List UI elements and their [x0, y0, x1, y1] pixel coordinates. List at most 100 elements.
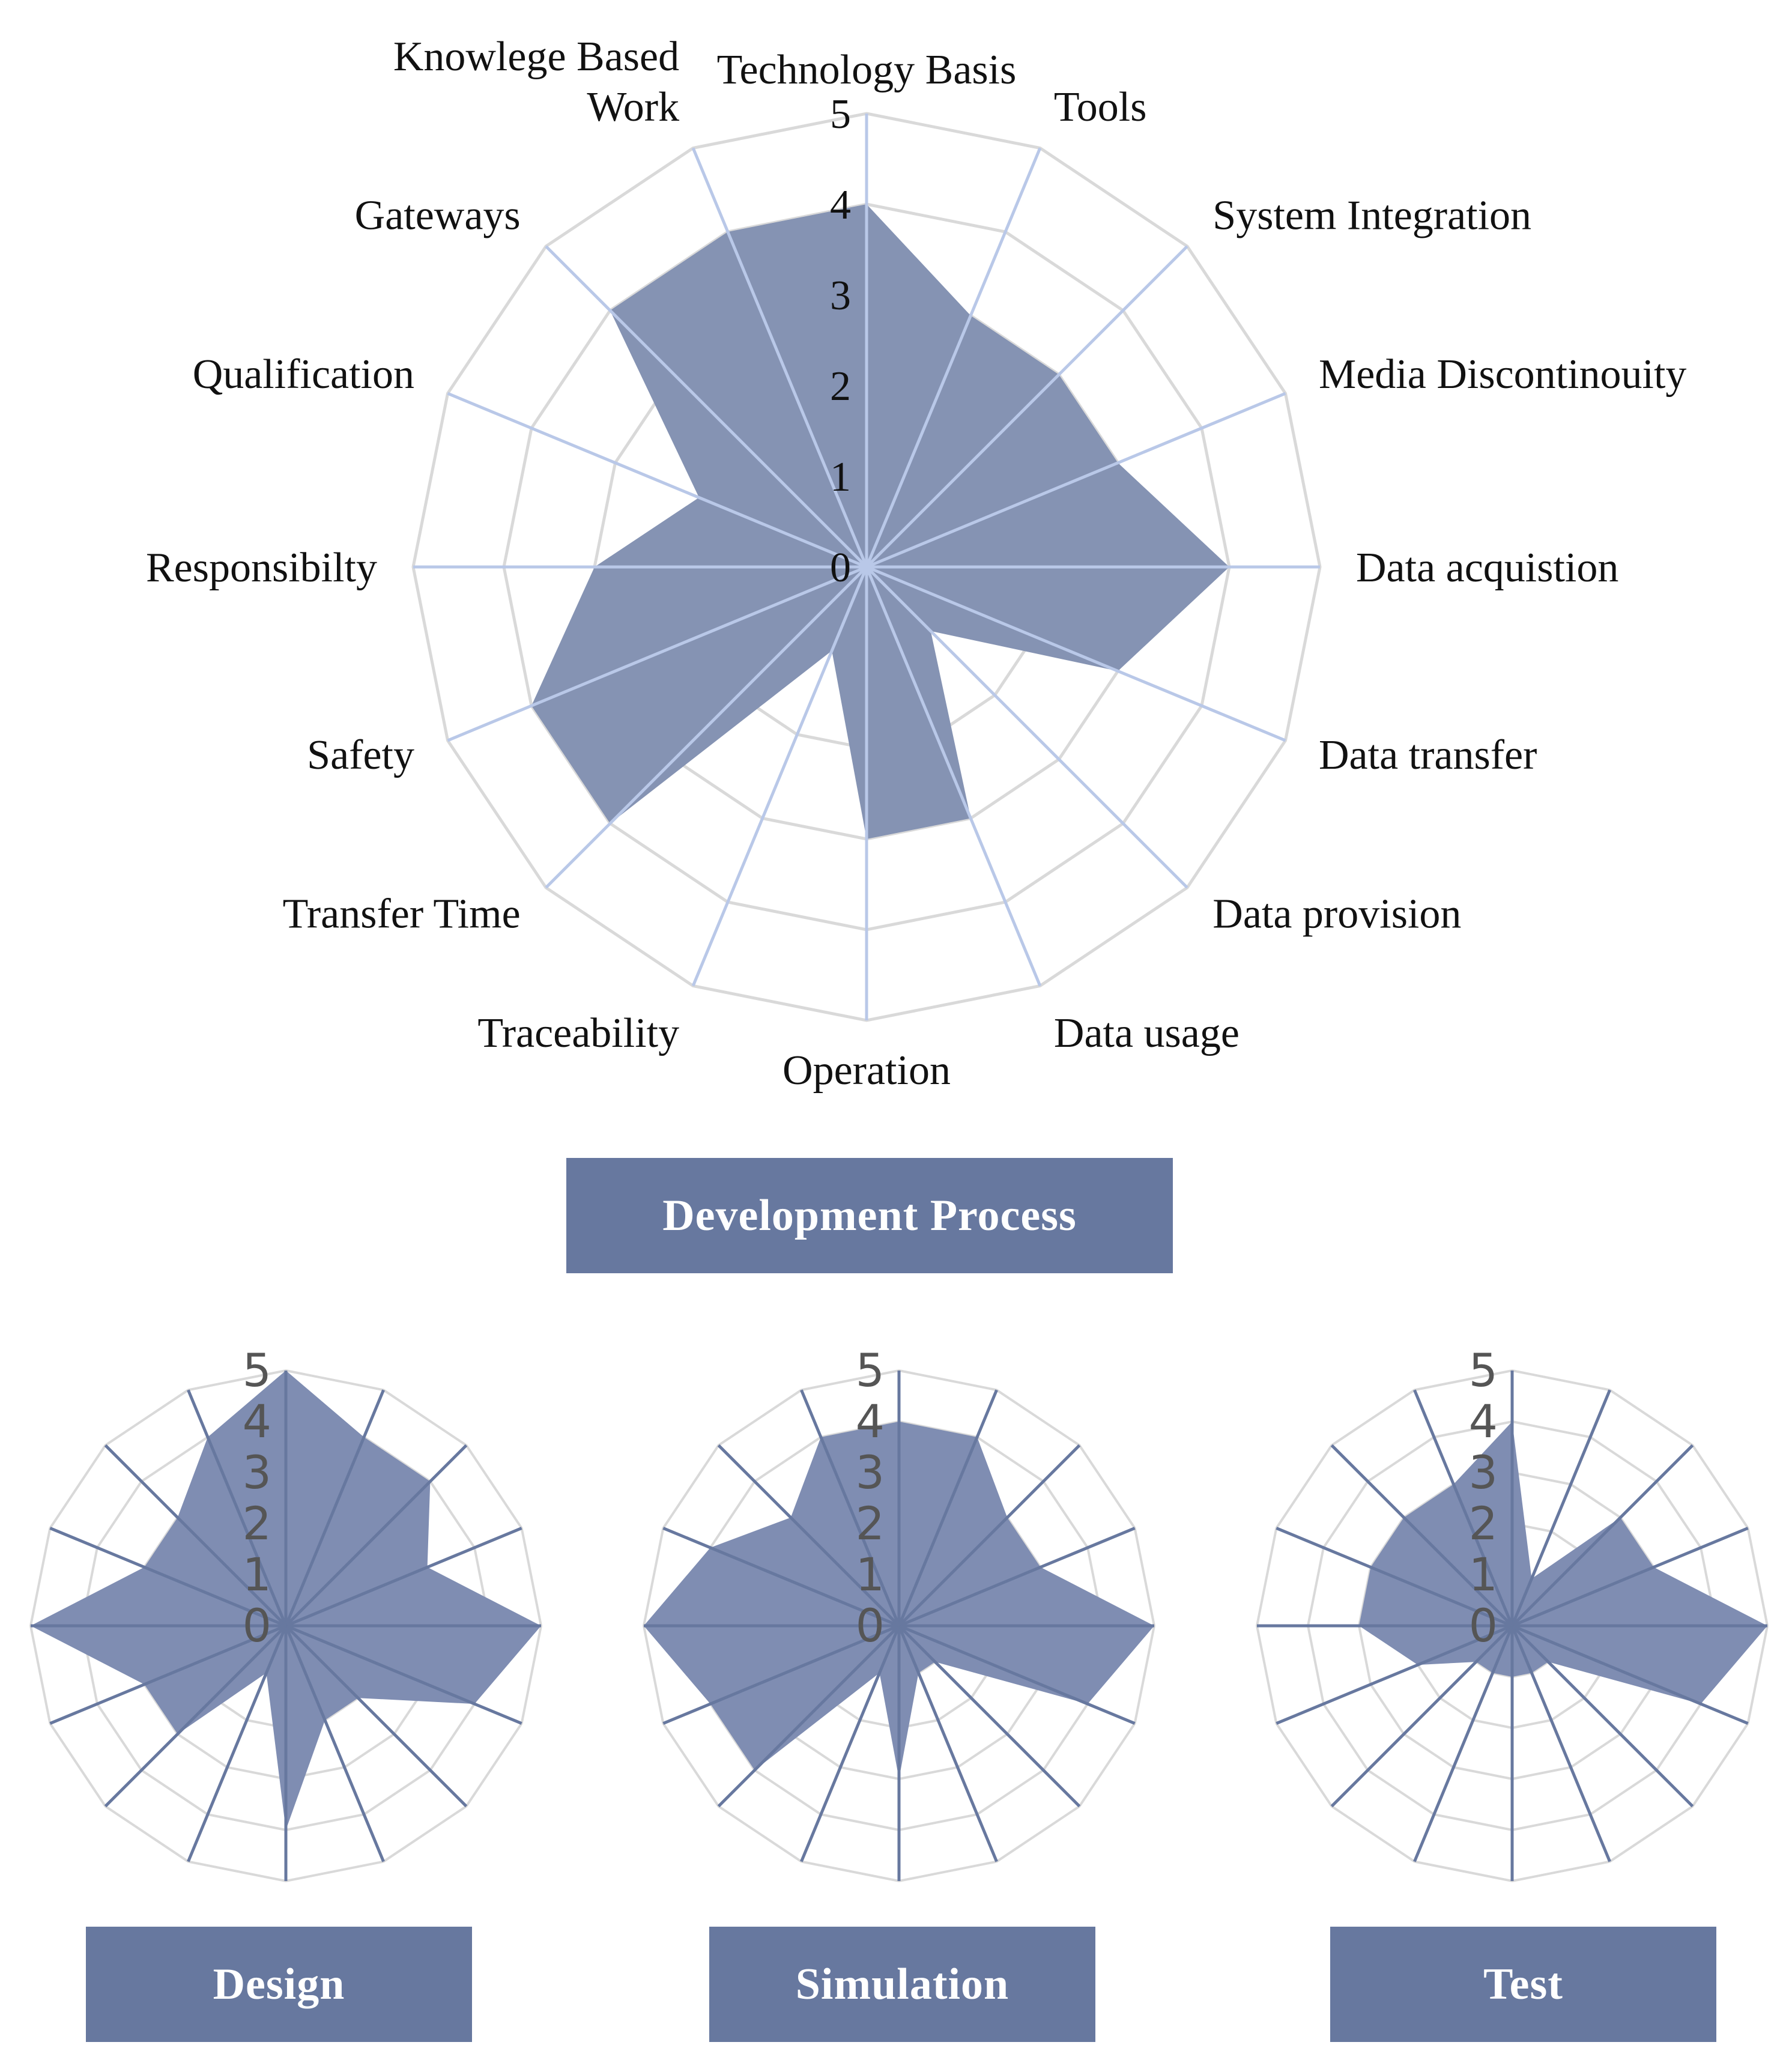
spoke-15 [1330, 1444, 1513, 1627]
spoke-6 [285, 1624, 522, 1725]
axis-label-line: Technology Basis [717, 47, 1017, 93]
spoke-10 [691, 566, 868, 987]
spoke-10 [1413, 1625, 1514, 1862]
axis-label-line: Operation [782, 1047, 951, 1094]
spoke-2 [865, 147, 1042, 568]
spoke-6 [898, 1624, 1136, 1725]
spoke-10 [800, 1625, 901, 1862]
axis-label-line: Responsibilty [146, 545, 377, 591]
axis-label-6: Data transfer [1319, 732, 1537, 778]
tick-label-2: 2 [830, 363, 851, 410]
axis-label-line: Transfer Time [283, 891, 521, 937]
axis-label-9: Operation [782, 1047, 951, 1094]
spoke-11 [717, 1625, 900, 1808]
tick-label-4: 4 [1469, 1395, 1498, 1448]
spoke-16 [691, 147, 868, 568]
spoke-6 [866, 565, 1286, 742]
axis-label-line: Work [587, 84, 679, 130]
axis-label-12: Safety [307, 732, 414, 778]
tick-label-0: 0 [243, 1599, 271, 1652]
spoke-12 [1276, 1624, 1513, 1725]
axis-label-15: Gateways [355, 193, 521, 239]
tick-label-2: 2 [1469, 1497, 1498, 1550]
spoke-14 [1276, 1527, 1513, 1628]
axis-label-line: Traceability [477, 1010, 679, 1056]
spoke-4 [898, 1527, 1136, 1628]
spoke-2 [284, 1389, 385, 1626]
axis-label-5: Data acquistion [1356, 545, 1618, 591]
spoke-2 [1510, 1389, 1611, 1626]
spoke-7 [1511, 1625, 1694, 1808]
axis-label-line: Data acquistion [1356, 545, 1618, 591]
axis-label-8: Data usage [1054, 1010, 1240, 1056]
spoke-16 [800, 1389, 901, 1626]
axis-label-16: Knowlege Based Work [393, 34, 679, 130]
axis-label-line: Data provision [1212, 891, 1461, 937]
design-banner: Design [86, 1927, 472, 2042]
spoke-11 [1330, 1625, 1513, 1808]
spoke-11 [545, 566, 868, 889]
tick-label-3: 3 [1469, 1446, 1498, 1499]
axis-label-line: Gateways [355, 193, 521, 239]
axis-label-4: Media Discontinouity [1319, 351, 1686, 398]
spoke-8 [865, 566, 1042, 987]
spoke-14 [662, 1527, 900, 1628]
spoke-16 [1413, 1389, 1514, 1626]
tick-label-0: 0 [856, 1599, 885, 1652]
axis-label-7: Data provision [1212, 891, 1461, 937]
spoke-3 [865, 245, 1188, 568]
spoke-14 [49, 1527, 286, 1628]
tick-label-1: 1 [830, 454, 851, 500]
axis-label-10: Traceability [477, 1010, 679, 1056]
axis-label-line: Data usage [1054, 1010, 1240, 1056]
axis-label-line: Data transfer [1319, 732, 1537, 778]
tick-label-5: 5 [830, 91, 851, 138]
spoke-12 [662, 1624, 900, 1725]
spoke-8 [284, 1625, 385, 1862]
axis-label-2: Tools [1054, 84, 1147, 130]
tick-label-3: 3 [830, 273, 851, 319]
spoke-4 [1512, 1527, 1749, 1628]
axis-label-line: Qualification [193, 351, 414, 398]
tick-label-1: 1 [856, 1548, 885, 1601]
axis-label-line: Knowlege Based [393, 34, 679, 80]
spoke-7 [865, 566, 1188, 889]
spoke-16 [187, 1389, 288, 1626]
spoke-3 [285, 1444, 468, 1627]
spoke-3 [1511, 1444, 1694, 1627]
spoke-2 [897, 1389, 998, 1626]
tick-label-4: 4 [830, 182, 851, 228]
spoke-3 [898, 1444, 1081, 1627]
axis-label-line: Safety [307, 732, 414, 778]
spoke-15 [104, 1444, 287, 1627]
spoke-8 [1510, 1625, 1611, 1862]
tick-label-1: 1 [243, 1548, 271, 1601]
axis-label-line: Tools [1054, 84, 1147, 130]
spoke-7 [898, 1625, 1081, 1808]
tick-label-0: 0 [830, 545, 851, 591]
spoke-11 [104, 1625, 287, 1808]
spoke-4 [285, 1527, 522, 1628]
spoke-14 [447, 392, 867, 569]
spoke-15 [545, 245, 868, 568]
axis-label-1: Technology Basis [717, 47, 1017, 93]
tick-label-4: 4 [243, 1395, 271, 1448]
tick-label-2: 2 [856, 1497, 885, 1550]
data-area [1359, 1422, 1767, 1704]
tick-label-0: 0 [1469, 1599, 1498, 1652]
axis-label-line: Media Discontinouity [1319, 351, 1686, 398]
tick-label-5: 5 [1469, 1344, 1498, 1397]
tick-label-3: 3 [243, 1446, 271, 1499]
axis-label-3: System Integration [1212, 193, 1531, 239]
spoke-4 [866, 392, 1286, 569]
tick-label-1: 1 [1469, 1548, 1498, 1601]
axis-label-line: System Integration [1212, 193, 1531, 239]
simulation-banner: Simulation [709, 1927, 1095, 2042]
spoke-7 [285, 1625, 468, 1808]
axis-label-14: Qualification [193, 351, 414, 398]
spoke-10 [187, 1625, 288, 1862]
spoke-12 [49, 1624, 286, 1725]
